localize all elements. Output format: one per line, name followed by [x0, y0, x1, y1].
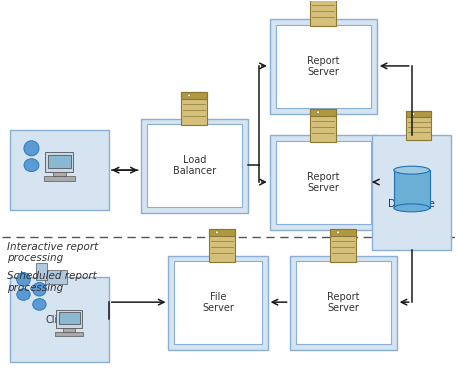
Text: File
Server: File Server [202, 292, 234, 313]
FancyBboxPatch shape [276, 25, 371, 108]
FancyBboxPatch shape [147, 124, 242, 207]
FancyBboxPatch shape [10, 277, 109, 362]
FancyBboxPatch shape [169, 256, 268, 350]
FancyBboxPatch shape [58, 313, 80, 324]
Circle shape [412, 112, 415, 115]
FancyBboxPatch shape [310, 108, 336, 116]
FancyBboxPatch shape [209, 229, 235, 262]
FancyBboxPatch shape [10, 130, 109, 210]
Ellipse shape [24, 159, 39, 172]
Bar [394, 170, 430, 208]
Text: Client: Client [45, 165, 74, 175]
Circle shape [188, 94, 191, 97]
FancyBboxPatch shape [296, 262, 391, 344]
Circle shape [317, 111, 319, 114]
Circle shape [17, 273, 30, 286]
Bar [63, 328, 75, 332]
Ellipse shape [394, 166, 430, 174]
Text: Client: Client [45, 314, 74, 325]
Ellipse shape [17, 289, 30, 301]
Text: Interactive report
processing: Interactive report processing [7, 242, 98, 263]
FancyBboxPatch shape [209, 229, 235, 236]
FancyBboxPatch shape [372, 135, 452, 249]
FancyBboxPatch shape [48, 155, 71, 168]
Ellipse shape [394, 204, 430, 212]
FancyBboxPatch shape [181, 92, 207, 125]
FancyBboxPatch shape [330, 229, 356, 236]
Bar [53, 172, 66, 176]
FancyBboxPatch shape [310, 0, 336, 26]
Text: Report
Server
Database: Report Server Database [388, 176, 435, 209]
Text: Report
Server: Report Server [307, 56, 340, 77]
FancyBboxPatch shape [270, 135, 377, 230]
Circle shape [24, 141, 39, 156]
Circle shape [32, 282, 46, 296]
Circle shape [336, 231, 340, 234]
Text: Report
Server: Report Server [327, 292, 359, 313]
FancyBboxPatch shape [310, 108, 336, 143]
Text: Load
Balancer: Load Balancer [173, 155, 216, 177]
Circle shape [215, 231, 218, 234]
Bar [44, 176, 74, 181]
FancyBboxPatch shape [330, 229, 356, 262]
FancyBboxPatch shape [406, 111, 431, 140]
Ellipse shape [33, 299, 46, 310]
FancyBboxPatch shape [276, 141, 371, 224]
FancyBboxPatch shape [270, 19, 377, 113]
FancyBboxPatch shape [181, 92, 207, 99]
Bar [55, 332, 83, 336]
FancyBboxPatch shape [406, 111, 431, 117]
Text: Report
Server: Report Server [307, 172, 340, 194]
Text: Scheduled report
processing: Scheduled report processing [7, 271, 96, 293]
FancyBboxPatch shape [45, 152, 74, 172]
FancyBboxPatch shape [141, 119, 248, 213]
FancyBboxPatch shape [175, 262, 262, 344]
FancyBboxPatch shape [36, 263, 47, 280]
FancyBboxPatch shape [56, 310, 82, 328]
FancyBboxPatch shape [45, 270, 67, 284]
FancyBboxPatch shape [290, 256, 397, 350]
